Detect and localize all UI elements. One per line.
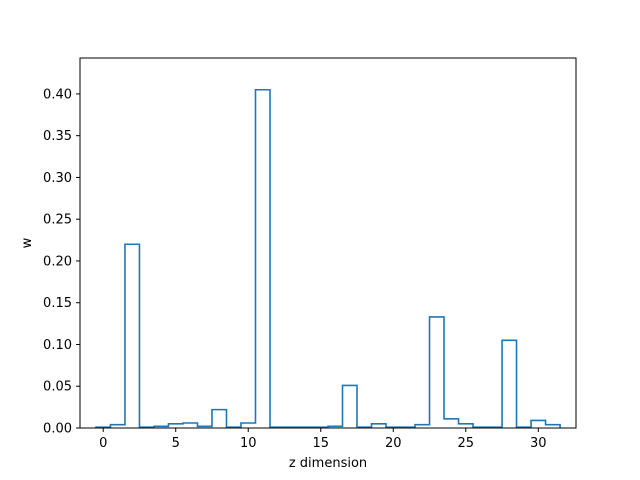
y-tick-label: 0.05 xyxy=(43,380,72,395)
x-tick-label: 15 xyxy=(312,436,329,451)
x-axis-ticks: 0 5 10 15 20 25 30 xyxy=(99,428,547,451)
axes-frame xyxy=(79,57,577,429)
y-tick-label: 0.20 xyxy=(43,254,72,269)
histogram-bin xyxy=(430,317,445,428)
x-tick-label: 0 xyxy=(99,436,107,451)
x-axis-label: z dimension xyxy=(289,456,367,471)
histogram-series xyxy=(95,88,561,428)
y-axis-label: w xyxy=(20,237,35,248)
histogram-bin xyxy=(343,385,358,428)
histogram-bin xyxy=(212,410,227,428)
x-tick-label: 25 xyxy=(458,436,475,451)
y-tick-label: 0.30 xyxy=(43,171,72,186)
y-tick-label: 0.35 xyxy=(43,129,72,144)
y-tick-label: 0.15 xyxy=(43,296,72,311)
plot-area xyxy=(95,88,561,428)
histogram-bin xyxy=(255,90,269,428)
y-tick-label: 0.25 xyxy=(43,213,72,228)
y-tick-label: 0.00 xyxy=(43,422,72,437)
histogram-bin xyxy=(125,244,139,428)
x-tick-label: 10 xyxy=(240,436,257,451)
x-tick-label: 20 xyxy=(385,436,402,451)
y-tick-label: 0.10 xyxy=(43,338,72,353)
y-tick-label: 0.40 xyxy=(43,87,72,102)
histogram-bin xyxy=(502,340,517,428)
histogram-bin xyxy=(531,420,546,428)
x-tick-label: 30 xyxy=(530,436,547,451)
histogram-bin xyxy=(444,419,459,428)
y-axis-ticks: 0.00 0.05 0.10 0.15 0.20 0.25 0.30 0.35 0.40 xyxy=(43,87,80,437)
x-tick-label: 5 xyxy=(172,436,180,451)
